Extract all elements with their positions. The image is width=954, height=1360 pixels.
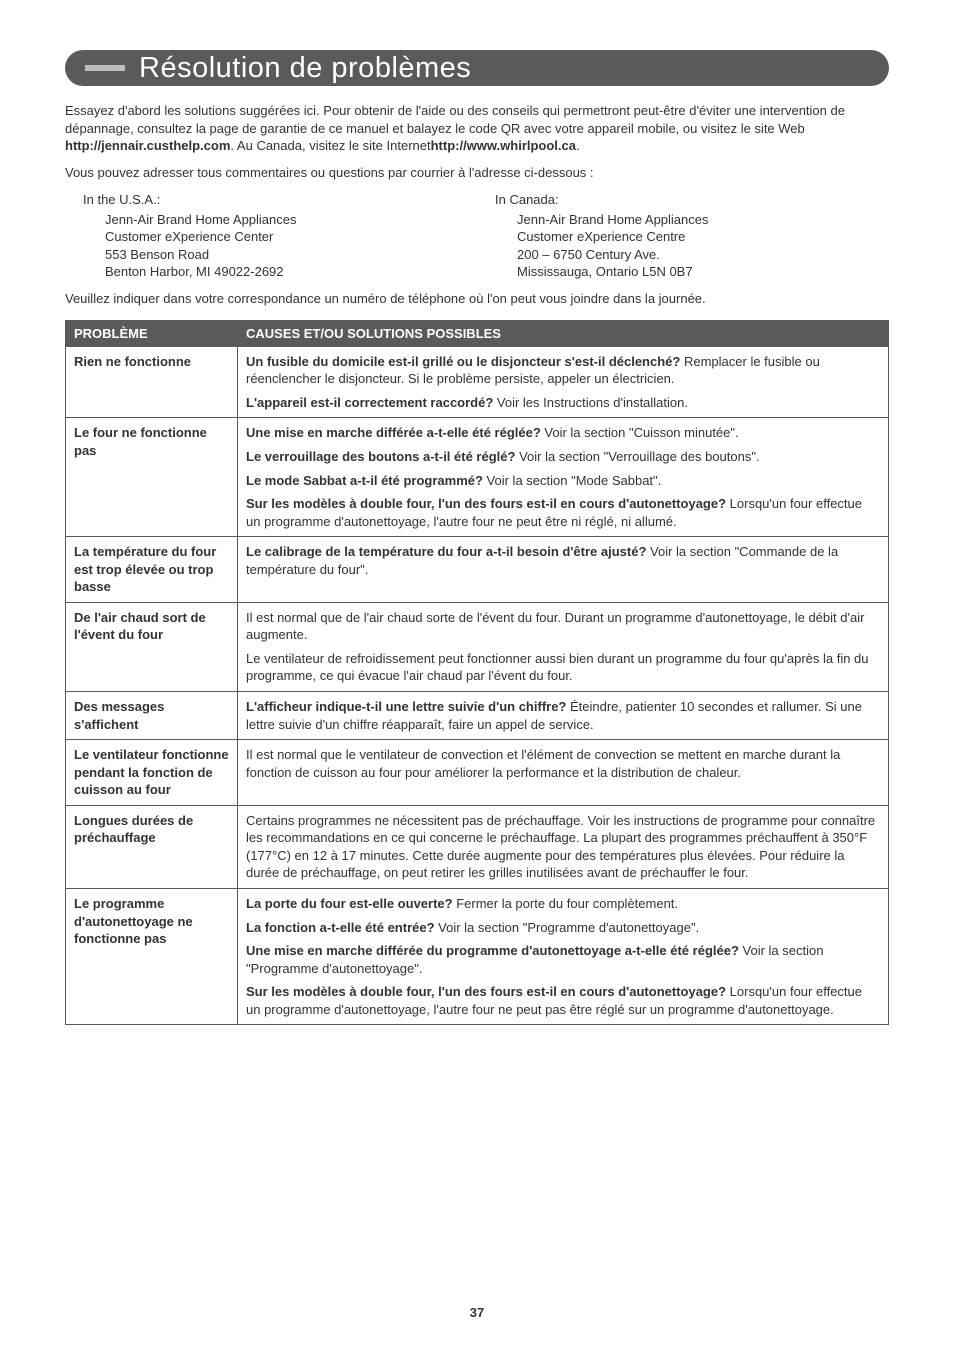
address-column: In Canada: Jenn-Air Brand Home Appliances…: [477, 192, 889, 281]
intro-paragraph: Essayez d'abord les solutions suggérées …: [65, 102, 889, 155]
address-lines: Jenn-Air Brand Home AppliancesCustomer e…: [495, 211, 889, 281]
solution-cell: La porte du four est-elle ouverte? Ferme…: [238, 888, 889, 1024]
solution-block: Il est normal que le ventilateur de conv…: [246, 746, 880, 781]
address-lines: Jenn-Air Brand Home AppliancesCustomer e…: [83, 211, 477, 281]
solution-block: Sur les modèles à double four, l'un des …: [246, 495, 880, 530]
solution-block: Une mise en marche différée a-t-elle été…: [246, 424, 880, 442]
solution-cell: Certains programmes ne nécessitent pas d…: [238, 805, 889, 888]
solution-cell: Il est normal que de l'air chaud sorte d…: [238, 602, 889, 691]
problem-cell: Longues durées de préchauffage: [66, 805, 238, 888]
solution-block: Le calibrage de la température du four a…: [246, 543, 880, 578]
solution-block: Une mise en marche différée du programme…: [246, 942, 880, 977]
address-line: Customer eXperience Center: [105, 228, 477, 246]
address-line: Jenn-Air Brand Home Appliances: [517, 211, 889, 229]
address-line: Benton Harbor, MI 49022-2692: [105, 263, 477, 281]
solution-cell: L'afficheur indique-t-il une lettre suiv…: [238, 692, 889, 740]
solution-block: Un fusible du domicile est-il grillé ou …: [246, 353, 880, 388]
problem-cell: La température du four est trop élevée o…: [66, 537, 238, 603]
address-line: Customer eXperience Centre: [517, 228, 889, 246]
address-label: In the U.S.A.:: [83, 192, 477, 207]
problem-cell: Le programme d'autonettoyage ne fonction…: [66, 888, 238, 1024]
table-row: Le programme d'autonettoyage ne fonction…: [66, 888, 889, 1024]
table-row: Rien ne fonctionneUn fusible du domicile…: [66, 346, 889, 418]
troubleshooting-table: PROBLÈME CAUSES ET/OU SOLUTIONS POSSIBLE…: [65, 320, 889, 1025]
table-header-problem: PROBLÈME: [66, 320, 238, 346]
address-line: 200 – 6750 Century Ave.: [517, 246, 889, 264]
address-column: In the U.S.A.: Jenn-Air Brand Home Applia…: [65, 192, 477, 281]
table-header-solutions: CAUSES ET/OU SOLUTIONS POSSIBLES: [238, 320, 889, 346]
table-row: Le ventilateur fonctionne pendant la fon…: [66, 740, 889, 806]
table-row: Des messages s'affichentL'afficheur indi…: [66, 692, 889, 740]
table-row: De l'air chaud sort de l'évent du fourIl…: [66, 602, 889, 691]
address-line: 553 Benson Road: [105, 246, 477, 264]
address-label: In Canada:: [495, 192, 889, 207]
title-accent-icon: [85, 65, 125, 71]
solution-block: La porte du four est-elle ouverte? Ferme…: [246, 895, 880, 913]
table-row: La température du four est trop élevée o…: [66, 537, 889, 603]
address-line: Mississauga, Ontario L5N 0B7: [517, 263, 889, 281]
solution-block: L'appareil est-il correctement raccordé?…: [246, 394, 880, 412]
page-number: 37: [65, 1305, 889, 1320]
section-title-bar: Résolution de problèmes: [65, 50, 889, 86]
solution-cell: Il est normal que le ventilateur de conv…: [238, 740, 889, 806]
solution-block: Il est normal que de l'air chaud sorte d…: [246, 609, 880, 644]
solution-block: Certains programmes ne nécessitent pas d…: [246, 812, 880, 882]
solution-block: Le verrouillage des boutons a-t-il été r…: [246, 448, 880, 466]
table-row: Le four ne fonctionne pas Une mise en mar…: [66, 418, 889, 537]
correspondence-note: Veuillez indiquer dans votre corresponda…: [65, 291, 889, 306]
solution-cell: Une mise en marche différée a-t-elle été…: [238, 418, 889, 537]
address-line: Jenn-Air Brand Home Appliances: [105, 211, 477, 229]
problem-cell: Rien ne fonctionne: [66, 346, 238, 418]
section-title: Résolution de problèmes: [139, 52, 471, 85]
solution-block: Le mode Sabbat a-t-il été programmé? Voi…: [246, 472, 880, 490]
solution-block: Le ventilateur de refroidissement peut f…: [246, 650, 880, 685]
solution-cell: Un fusible du domicile est-il grillé ou …: [238, 346, 889, 418]
problem-cell: De l'air chaud sort de l'évent du four: [66, 602, 238, 691]
sub-intro: Vous pouvez adresser tous commentaires o…: [65, 165, 889, 180]
table-row: Longues durées de préchauffageCertains p…: [66, 805, 889, 888]
solution-block: L'afficheur indique-t-il une lettre suiv…: [246, 698, 880, 733]
solution-block: La fonction a-t-elle été entrée? Voir la…: [246, 919, 880, 937]
problem-cell: Des messages s'affichent: [66, 692, 238, 740]
problem-cell: Le four ne fonctionne pas: [66, 418, 238, 537]
solution-block: Sur les modèles à double four, l'un des …: [246, 983, 880, 1018]
problem-cell: Le ventilateur fonctionne pendant la fon…: [66, 740, 238, 806]
solution-cell: Le calibrage de la température du four a…: [238, 537, 889, 603]
address-columns: In the U.S.A.: Jenn-Air Brand Home Applia…: [65, 192, 889, 281]
